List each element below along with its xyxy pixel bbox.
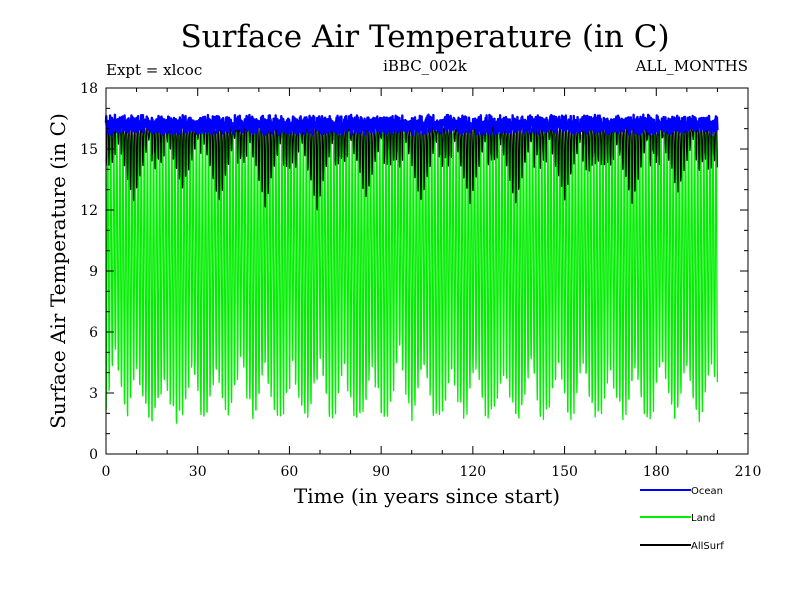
y-axis-label: Surface Air Temperature (in C) xyxy=(46,113,70,429)
legend-label-ocean: Ocean xyxy=(691,486,723,497)
y-tick-label: 0 xyxy=(89,447,98,463)
legend: Ocean Land AllSurf xyxy=(640,486,724,552)
x-tick-label: 90 xyxy=(372,464,390,480)
y-tick-label: 9 xyxy=(89,264,98,280)
months-label: ALL_MONTHS xyxy=(635,57,748,75)
y-tick-label: 12 xyxy=(80,203,98,219)
y-tick-label: 15 xyxy=(80,142,98,158)
series-line-land xyxy=(105,125,719,424)
y-tick-label: 3 xyxy=(89,386,98,402)
chart-title: Surface Air Temperature (in C) xyxy=(180,19,669,55)
x-tick-label: 0 xyxy=(102,464,111,480)
y-tick-label: 6 xyxy=(89,325,98,341)
x-tick-label: 30 xyxy=(189,464,207,480)
legend-label-land: Land xyxy=(691,513,715,524)
x-tick-label: 210 xyxy=(735,464,762,480)
y-tick-label: 18 xyxy=(80,81,98,97)
x-tick-label: 60 xyxy=(281,464,299,480)
series-line-allsurf xyxy=(105,125,719,211)
x-tick-label: 150 xyxy=(551,464,578,480)
expt-label: Expt = xlcoc xyxy=(106,61,202,79)
legend-label-allsurf: AllSurf xyxy=(691,541,724,552)
x-tick-label: 120 xyxy=(459,464,486,480)
series-line-ocean xyxy=(104,113,719,136)
x-axis-label: Time (in years since start) xyxy=(294,484,560,508)
x-tick-label: 180 xyxy=(643,464,670,480)
run-label: iBBC_002k xyxy=(383,57,468,75)
plot-series xyxy=(104,113,719,424)
